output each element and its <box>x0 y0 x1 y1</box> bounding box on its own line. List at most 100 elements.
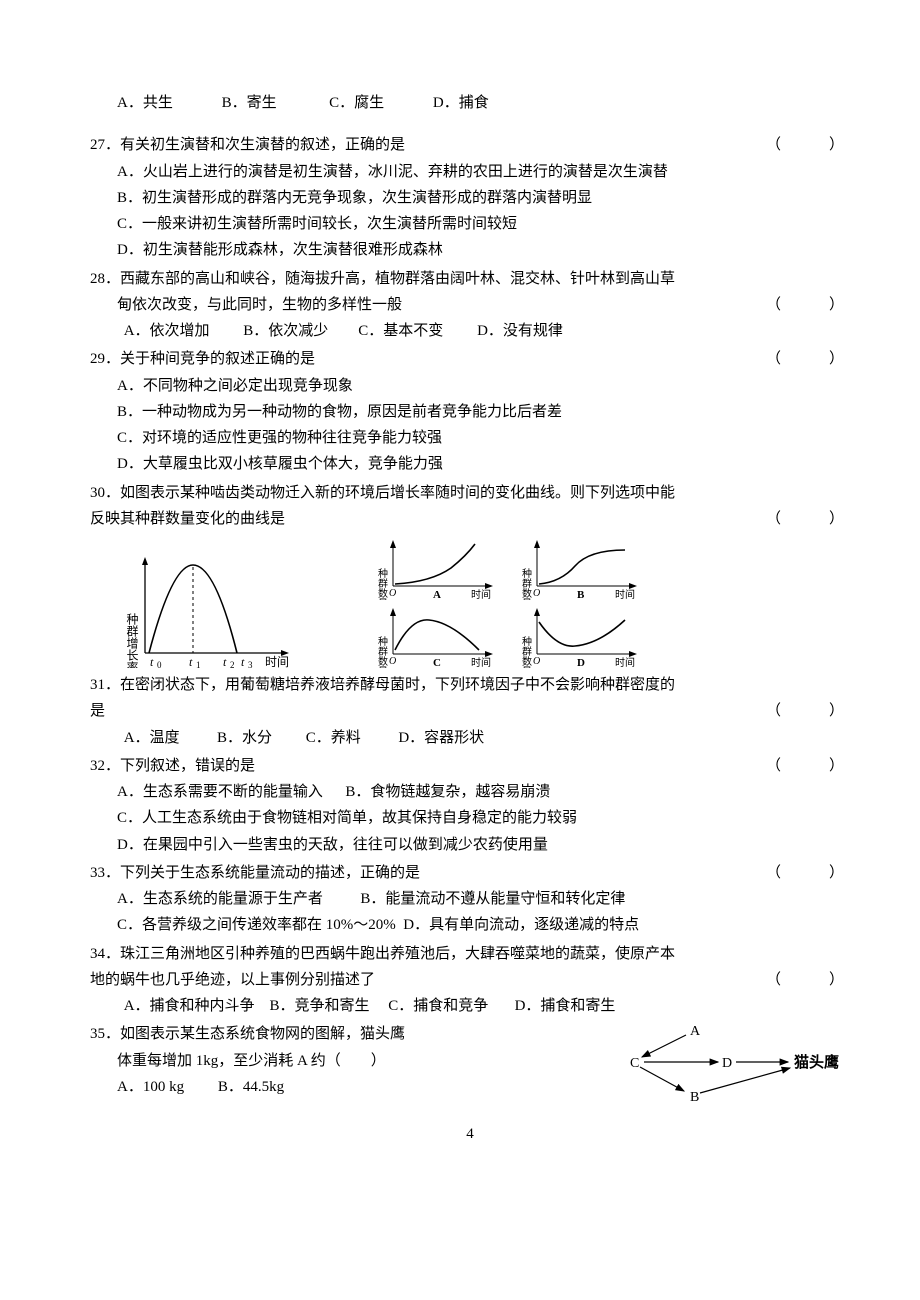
opt-d: D．没有规律 <box>477 323 563 339</box>
answer-paren: （ ） <box>766 967 850 993</box>
stem2-text: 是 <box>90 703 105 719</box>
answer-paren: （ ） <box>766 292 850 318</box>
opt-b: B．食物链越复杂，越容易崩溃 <box>345 784 550 800</box>
opt-b: B．水分 <box>217 730 272 746</box>
answer-paren: （ ） <box>766 506 850 532</box>
svg-text:1: 1 <box>196 660 201 668</box>
svg-text:D: D <box>722 1056 732 1071</box>
svg-text:A: A <box>690 1024 701 1039</box>
q28: 28．西藏东部的高山和峡谷，随海拔升高，植物群落由阔叶林、混交林、针叶林到高山草… <box>90 266 850 345</box>
opt-c: C．一般来讲初生演替所需时间较长，次生演替所需时间较短 <box>90 211 850 237</box>
stem-line2: 甸依次改变，与此同时，生物的多样性一般 （ ） <box>90 292 850 318</box>
opt-c: C．捕食和竞争 <box>388 998 488 1014</box>
svg-text:A: A <box>433 589 441 600</box>
svg-text:时间: 时间 <box>615 588 635 600</box>
opt-a: A．捕食和种内斗争 <box>124 998 255 1014</box>
stem-text: 29．关于种间竞争的叙述正确的是 <box>90 351 315 367</box>
opt-c: C．养料 <box>306 730 361 746</box>
opt-c: C．对环境的适应性更强的物种往往竞争能力较强 <box>90 425 850 451</box>
q27: 27．有关初生演替和次生演替的叙述，正确的是（ ） A．火山岩上进行的演替是初生… <box>90 132 850 263</box>
stem2-text: 甸依次改变，与此同时，生物的多样性一般 <box>117 297 402 313</box>
chart-option-c: 种群数量 O C 时间 <box>371 606 501 668</box>
q29: 29．关于种间竞争的叙述正确的是 （ ） A．不同物种之间必定出现竞争现象 B．一… <box>90 346 850 477</box>
stem: 27．有关初生演替和次生演替的叙述，正确的是 （ ） <box>90 132 850 158</box>
svg-text:猫头鹰: 猫头鹰 <box>794 1053 839 1071</box>
stem-text: 27．有关初生演替和次生演替的叙述，正确的是 <box>90 137 405 153</box>
q30: 30．如图表示某种啮齿类动物迁入新的环境后增长率随时间的变化曲线。则下列选项中能… <box>90 480 850 669</box>
option-row: A．共生 B．寄生 C．腐生 D．捕食 <box>90 90 850 116</box>
opt-b: B．寄生 <box>222 95 277 111</box>
opt-d: D．捕食和寄生 <box>515 998 616 1014</box>
svg-text:2: 2 <box>230 660 235 668</box>
q35-text: 35．如图表示某生态系统食物网的图解，猫头鹰 体重每增加 1kg，至少消耗 A … <box>90 1021 600 1100</box>
page-number: 4 <box>90 1121 850 1147</box>
svg-text:O: O <box>533 656 540 667</box>
svg-text:O: O <box>389 656 396 667</box>
q32: 32．下列叙述，错误的是 （ ） A．生态系需要不断的能量输入 B．食物链越复杂，… <box>90 753 850 858</box>
svg-text:种群数量: 种群数量 <box>520 635 532 668</box>
q35: 35．如图表示某生态系统食物网的图解，猫头鹰 体重每增加 1kg，至少消耗 A … <box>90 1021 850 1109</box>
svg-text:C: C <box>630 1056 639 1071</box>
opt-d: D．在果园中引入一些害虫的天敌，往往可以做到减少农药使用量 <box>90 832 850 858</box>
stem2-text: 地的蜗牛也几乎绝迹，以上事例分别描述了 <box>90 972 375 988</box>
option-row: A．捕食和种内斗争 B．竞争和寄生 C．捕食和竞争 D．捕食和寄生 <box>90 993 850 1019</box>
stem-line1: 34．珠江三角洲地区引种养殖的巴西蜗牛跑出养殖池后，大肆吞噬菜地的蔬菜，使原产本 <box>90 941 850 967</box>
svg-text:t: t <box>150 655 154 668</box>
opt-c: C．基本不变 <box>358 323 443 339</box>
opt-a: A．温度 <box>124 730 180 746</box>
svg-text:时间: 时间 <box>471 656 491 668</box>
stem: 32．下列叙述，错误的是 （ ） <box>90 753 850 779</box>
answer-paren: （ ） <box>766 753 850 779</box>
svg-text:种群数量: 种群数量 <box>520 567 532 600</box>
stem-line2: 反映其种群数量变化的曲线是 （ ） <box>90 506 850 532</box>
svg-text:t: t <box>241 655 245 668</box>
opt-row2: C．各营养级之间传递效率都在 10%～20% D．具有单向流动，逐级递减的特点 <box>90 912 850 938</box>
svg-text:D: D <box>577 657 585 668</box>
svg-text:时间: 时间 <box>471 588 491 600</box>
q33: 33．下列关于生态系统能量流动的描述，正确的是 （ ） A．生态系统的能量源于生产… <box>90 860 850 939</box>
opt-c: C．人工生态系统由于食物链相对简单，故其保持自身稳定的能力较弱 <box>90 805 850 831</box>
answer-paren: （ ） <box>766 132 850 158</box>
opt-b: B．初生演替形成的群落内无竞争现象，次生演替形成的群落内演替明显 <box>90 185 850 211</box>
option-row: A．100 kg B．44.5kg <box>90 1074 600 1100</box>
q30-figures: 种群增长率 时间 t0 t1 t2 t3 种群数量 O A 时间 种群数量 <box>117 538 850 668</box>
stem-text: 33．下列关于生态系统能量流动的描述，正确的是 <box>90 865 420 881</box>
option-row: A．依次增加 B．依次减少 C．基本不变 D．没有规律 <box>90 318 850 344</box>
stem2-text: 反映其种群数量变化的曲线是 <box>90 511 285 527</box>
opt-a: A．不同物种之间必定出现竞争现象 <box>90 373 850 399</box>
stem-line2: 是 （ ） <box>90 698 850 724</box>
stem-line2: 地的蜗牛也几乎绝迹，以上事例分别描述了 （ ） <box>90 967 850 993</box>
chart-option-a: 种群数量 O A 时间 <box>371 538 501 600</box>
answer-paren: （ ） <box>766 698 850 724</box>
answer-paren: （ ） <box>766 346 850 372</box>
opt-row1: A．生态系需要不断的能量输入 B．食物链越复杂，越容易崩溃 <box>90 779 850 805</box>
stem-line1: 28．西藏东部的高山和峡谷，随海拔升高，植物群落由阔叶林、混交林、针叶林到高山草 <box>90 266 850 292</box>
food-web-diagram: A B C D 猫头鹰 <box>620 1021 850 1109</box>
stem: 29．关于种间竞争的叙述正确的是 （ ） <box>90 346 850 372</box>
opt-d: D．捕食 <box>433 95 489 111</box>
q31: 31．在密闭状态下，用葡萄糖培养液培养酵母菌时，下列环境因子中不会影响种群密度的… <box>90 672 850 751</box>
opt-b: B．能量流动不遵从能量守恒和转化定律 <box>360 891 625 907</box>
opt-b: B．一种动物成为另一种动物的食物，原因是前者竞争能力比后者差 <box>90 399 850 425</box>
q26-options: A．共生 B．寄生 C．腐生 D．捕食 <box>90 90 850 116</box>
svg-text:t: t <box>189 655 193 668</box>
q34: 34．珠江三角洲地区引种养殖的巴西蜗牛跑出养殖池后，大肆吞噬菜地的蔬菜，使原产本… <box>90 941 850 1020</box>
opt-a: A．依次增加 <box>124 323 210 339</box>
answer-paren: （ ） <box>766 860 850 886</box>
option-row: A．温度 B．水分 C．养料 D．容器形状 <box>90 725 850 751</box>
opt-d: D．容器形状 <box>398 730 484 746</box>
stem-text: 32．下列叙述，错误的是 <box>90 758 255 774</box>
opt-d: D．具有单向流动，逐级递减的特点 <box>403 917 639 933</box>
chart-option-b: 种群数量 O B 时间 <box>515 538 645 600</box>
opt-a: A．共生 <box>117 95 173 111</box>
opt-a: A．生态系需要不断的能量输入 <box>117 784 323 800</box>
opt-b: B．依次减少 <box>243 323 328 339</box>
opt-d: D．初生演替能形成森林，次生演替很难形成森林 <box>90 237 850 263</box>
stem-line2: 体重每增加 1kg，至少消耗 A 约（ ） <box>90 1048 600 1074</box>
stem-line1: 30．如图表示某种啮齿类动物迁入新的环境后增长率随时间的变化曲线。则下列选项中能 <box>90 480 850 506</box>
svg-text:3: 3 <box>248 660 253 668</box>
svg-text:种群数量: 种群数量 <box>376 567 388 600</box>
opt-row1: A．生态系统的能量源于生产者 B．能量流动不遵从能量守恒和转化定律 <box>90 886 850 912</box>
opt-c: C．腐生 <box>329 95 384 111</box>
svg-text:t: t <box>223 655 227 668</box>
